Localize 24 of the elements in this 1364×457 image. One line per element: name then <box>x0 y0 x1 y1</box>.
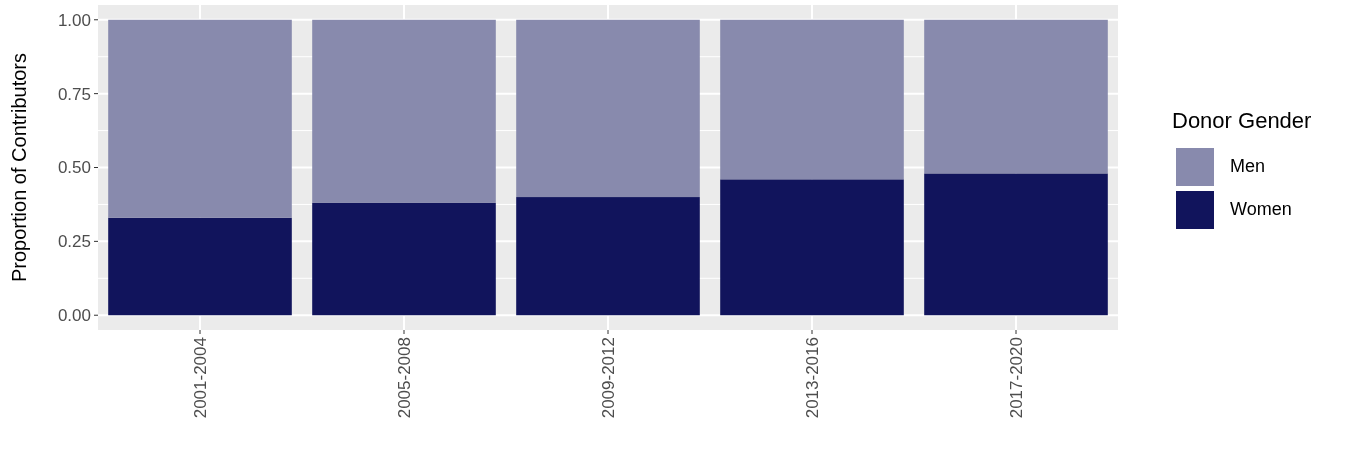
bar <box>924 19 1108 174</box>
bar <box>312 19 496 203</box>
y-tick-label: 0.25 <box>57 232 91 252</box>
y-tick-label: 0.75 <box>57 84 91 104</box>
x-tick-label: 2005-2008 <box>394 337 414 419</box>
y-axis-title: Proportion of Contributors <box>8 52 30 283</box>
bar <box>516 197 700 316</box>
y-tick-label: 0.00 <box>57 306 91 326</box>
legend-title: Donor Gender <box>1172 108 1312 133</box>
x-tick-label: 2013-2016 <box>802 337 822 419</box>
legend-label: Men <box>1230 156 1266 177</box>
bar <box>720 179 904 316</box>
y-tick-label: 0.50 <box>57 158 91 178</box>
x-tick-label: 2017-2020 <box>1006 337 1026 419</box>
bar <box>516 19 700 198</box>
bar <box>312 202 496 316</box>
legend-label: Women <box>1230 199 1292 220</box>
x-tick-label: 2001-2004 <box>190 337 210 419</box>
bar <box>924 173 1108 316</box>
y-tick-label: 1.00 <box>57 10 91 30</box>
bar <box>720 19 904 180</box>
x-tick-label: 2009-2012 <box>598 337 618 419</box>
bar <box>108 19 292 218</box>
bar <box>108 217 292 316</box>
